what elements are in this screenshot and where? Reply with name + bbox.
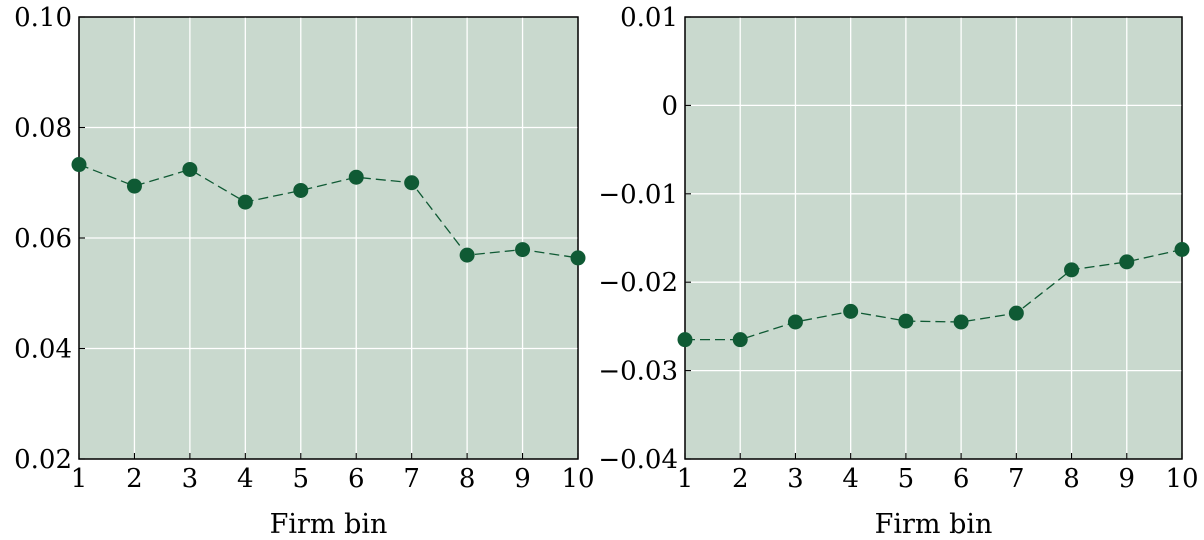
left-data-point xyxy=(570,250,586,266)
right-data-point xyxy=(1119,254,1135,270)
left-data-point xyxy=(348,169,364,185)
right-plot-area xyxy=(684,16,1183,460)
right-x-tick-label: 4 xyxy=(842,464,859,494)
right-y-tick-label: 0.01 xyxy=(620,3,678,33)
left-data-point xyxy=(293,182,309,198)
right-y-tick-label: −0.01 xyxy=(598,180,678,210)
left-x-tick-label: 3 xyxy=(182,464,199,494)
right-data-point xyxy=(1008,305,1024,321)
left-data-point xyxy=(404,175,420,191)
left-y-tick-label: 0.04 xyxy=(14,335,72,365)
right-x-tick-label: 5 xyxy=(898,464,915,494)
right-y-tick-label: −0.04 xyxy=(598,445,678,475)
left-series-line xyxy=(78,163,579,259)
right-data-point xyxy=(677,332,693,348)
right-x-tick-label: 6 xyxy=(953,464,970,494)
left-y-tick-label: 0.10 xyxy=(14,3,72,33)
right-y-tick-label: −0.03 xyxy=(598,357,678,387)
right-y-tick-label: −0.02 xyxy=(598,268,678,298)
left-y-tick-label: 0.08 xyxy=(14,114,72,144)
right-data-point xyxy=(787,314,803,330)
left-data-point xyxy=(237,194,253,210)
left-data-point xyxy=(126,178,142,194)
left-x-tick-label: 9 xyxy=(514,464,531,494)
right-x-tick-label: 10 xyxy=(1165,464,1198,494)
right-x-tick-label: 2 xyxy=(732,464,749,494)
right-data-point xyxy=(732,332,748,348)
left-x-axis-label: Firm bin xyxy=(270,509,388,540)
right-plot-border xyxy=(684,16,1183,460)
left-data-point xyxy=(515,242,531,258)
right-y-tick-label: 0 xyxy=(661,91,678,121)
left-data-point xyxy=(459,247,475,263)
left-chart: 1 2 3 4 5 6 7 8 9 10 0.02 0.04 0.06 0.08 0.10 Firm bin xyxy=(14,3,594,540)
right-x-tick-label: 3 xyxy=(787,464,804,494)
left-data-point xyxy=(182,161,198,177)
right-data-point xyxy=(1064,262,1080,278)
left-plot-border xyxy=(78,16,579,460)
left-x-tick-label: 1 xyxy=(71,464,88,494)
left-x-tick-label: 8 xyxy=(459,464,476,494)
right-x-tick-label: 7 xyxy=(1008,464,1025,494)
right-chart: 1 2 3 4 5 6 7 8 9 10 −0.04 −0.03 −0.02 −0.01 0 0.01 Firm… xyxy=(598,3,1198,540)
left-y-tick-label: 0.02 xyxy=(14,445,72,475)
left-data-point xyxy=(71,157,87,173)
right-x-tick-label: 1 xyxy=(677,464,694,494)
left-y-tick-label: 0.06 xyxy=(14,224,72,254)
left-x-tick-label: 5 xyxy=(293,464,310,494)
right-data-point xyxy=(953,314,969,330)
right-data-point xyxy=(898,313,914,329)
right-x-tick-label: 9 xyxy=(1119,464,1136,494)
left-x-tick-label: 6 xyxy=(348,464,365,494)
right-x-tick-label: 8 xyxy=(1063,464,1080,494)
left-x-tick-label: 4 xyxy=(237,464,254,494)
right-x-axis-label: Firm bin xyxy=(875,509,993,540)
right-series-line xyxy=(685,248,1183,341)
left-x-tick-label: 2 xyxy=(126,464,143,494)
right-data-point xyxy=(843,303,859,319)
left-x-tick-label: 10 xyxy=(561,464,594,494)
left-x-tick-label: 7 xyxy=(403,464,420,494)
right-data-point xyxy=(1174,241,1190,257)
